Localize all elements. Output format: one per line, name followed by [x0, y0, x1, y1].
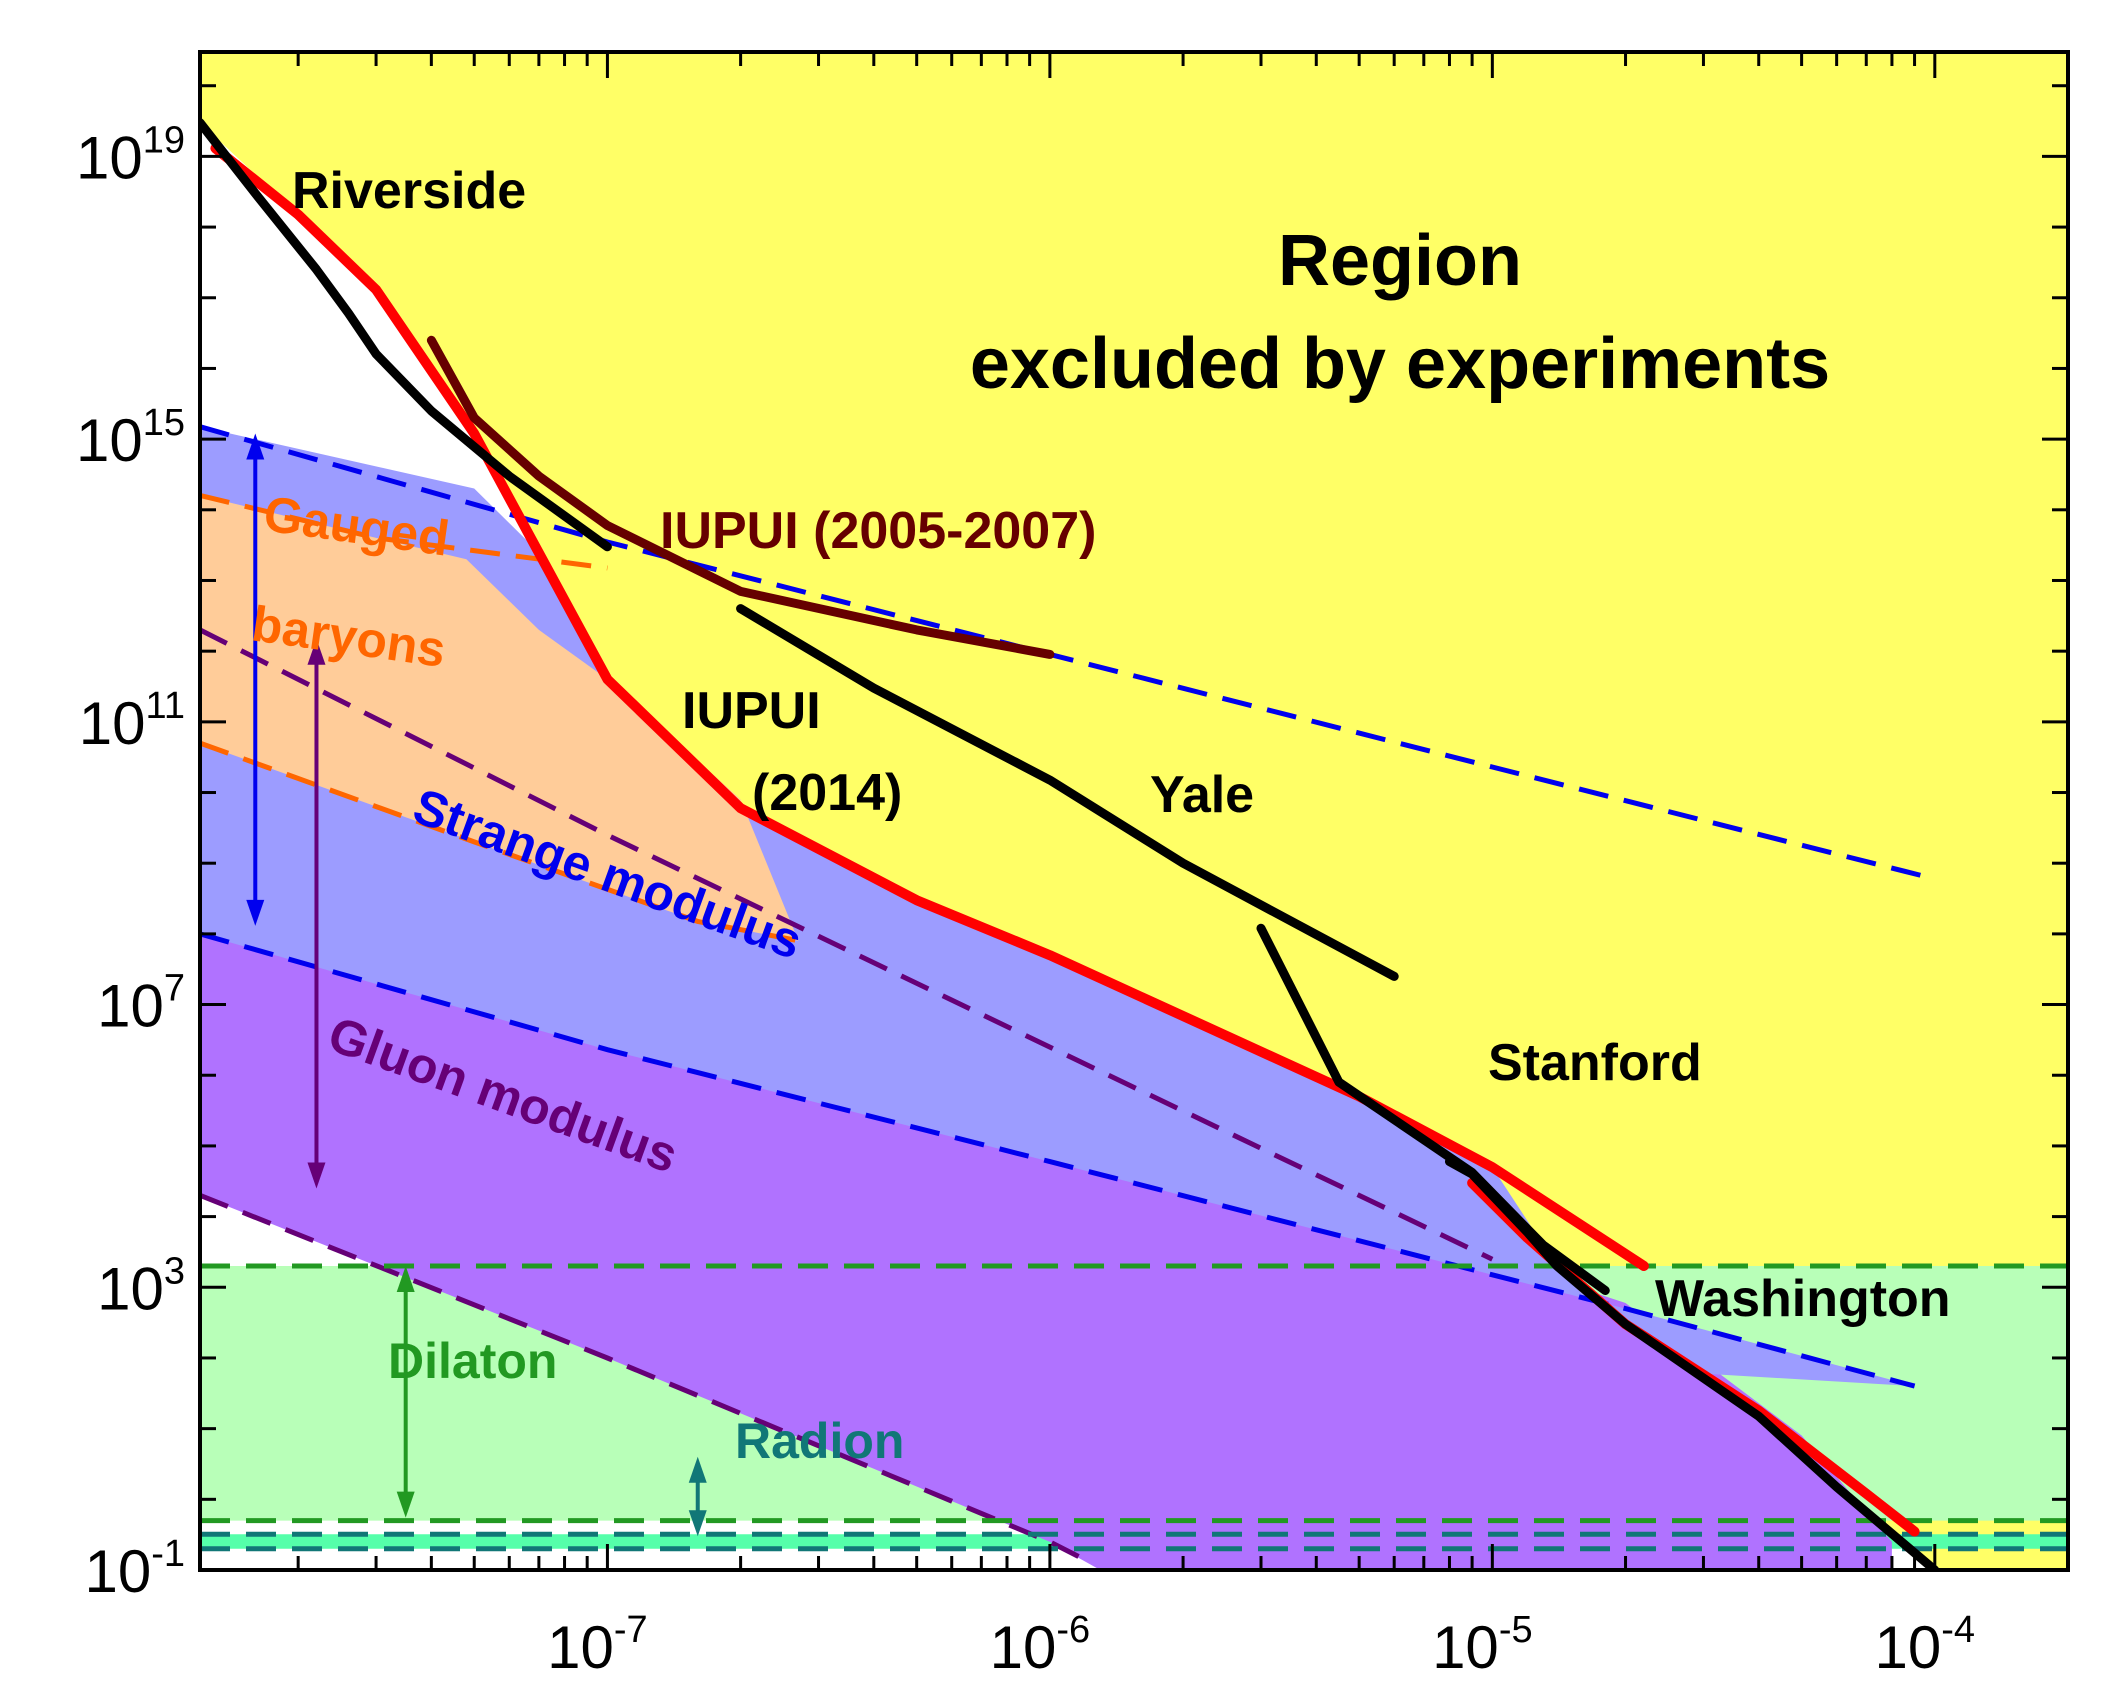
gauged-lower-line — [200, 740, 799, 944]
label-riverside: Riverside — [292, 162, 526, 220]
strange-arrow — [246, 433, 265, 926]
label-iupui-2014-line1: IUPUI — [682, 682, 821, 740]
dilaton-arrow — [396, 1266, 415, 1518]
excluded-region-label-line2: excluded by experiments — [970, 324, 1830, 404]
gluon-arrow-head-bottom — [307, 1162, 326, 1189]
gluon-arrow — [307, 638, 326, 1189]
x-tick-label-0: 10-7 — [547, 1609, 648, 1681]
label-washington: Washington — [1655, 1270, 1951, 1328]
label-yale: Yale — [1150, 766, 1254, 824]
iupui-2014-curve — [210, 143, 1649, 1271]
yale-curve — [736, 604, 1399, 981]
y-tick-label-2: 1011 — [79, 685, 185, 757]
gauged-upper-line — [200, 492, 608, 571]
y-tick-label-5: 10-1 — [84, 1533, 185, 1605]
riverside-curve — [200, 118, 612, 552]
excluded-region — [200, 52, 2068, 1570]
y-tick-label-1: 1015 — [76, 402, 185, 474]
radion-arrow — [688, 1456, 707, 1537]
x-tick-label-3: 10-4 — [1875, 1609, 1976, 1681]
y-tick-label-3: 107 — [97, 968, 185, 1040]
gluon-arrow-head-top — [307, 638, 326, 665]
gauged-band — [200, 495, 799, 941]
strange-lower-line — [200, 931, 1916, 1389]
strange-band — [200, 426, 1915, 1387]
y-tick-label-0: 1019 — [76, 119, 185, 191]
iupui-2005-curve — [426, 335, 1055, 659]
label-stanford: Stanford — [1488, 1034, 1702, 1092]
gluon-lower-line — [200, 1192, 1087, 1562]
excluded-region-label-line1: Region — [1278, 221, 1522, 301]
gluon-upper-line — [200, 627, 1494, 1262]
x-tick-label-2: 10-5 — [1432, 1609, 1533, 1681]
radion-arrow-head-top — [688, 1456, 707, 1483]
y-tick-label-4: 103 — [97, 1250, 185, 1322]
label-iupui-2014-line2: (2014) — [752, 764, 902, 822]
strange-arrow-head-top — [246, 433, 265, 460]
label-radion: Radion — [735, 1413, 904, 1469]
label-dilaton: Dilaton — [388, 1333, 557, 1389]
dilaton-arrow-head-bottom — [396, 1491, 415, 1518]
washington-curve — [1445, 1157, 1940, 1570]
radion-arrow-head-bottom — [688, 1510, 707, 1537]
plot-frame — [198, 50, 2070, 1572]
x-tick-label-1: 10-6 — [990, 1609, 1091, 1681]
strange-arrow-head-bottom — [246, 899, 265, 926]
label-iupui-2005: IUPUI (2005-2007) — [660, 502, 1096, 560]
dilaton-arrow-head-top — [396, 1266, 415, 1293]
